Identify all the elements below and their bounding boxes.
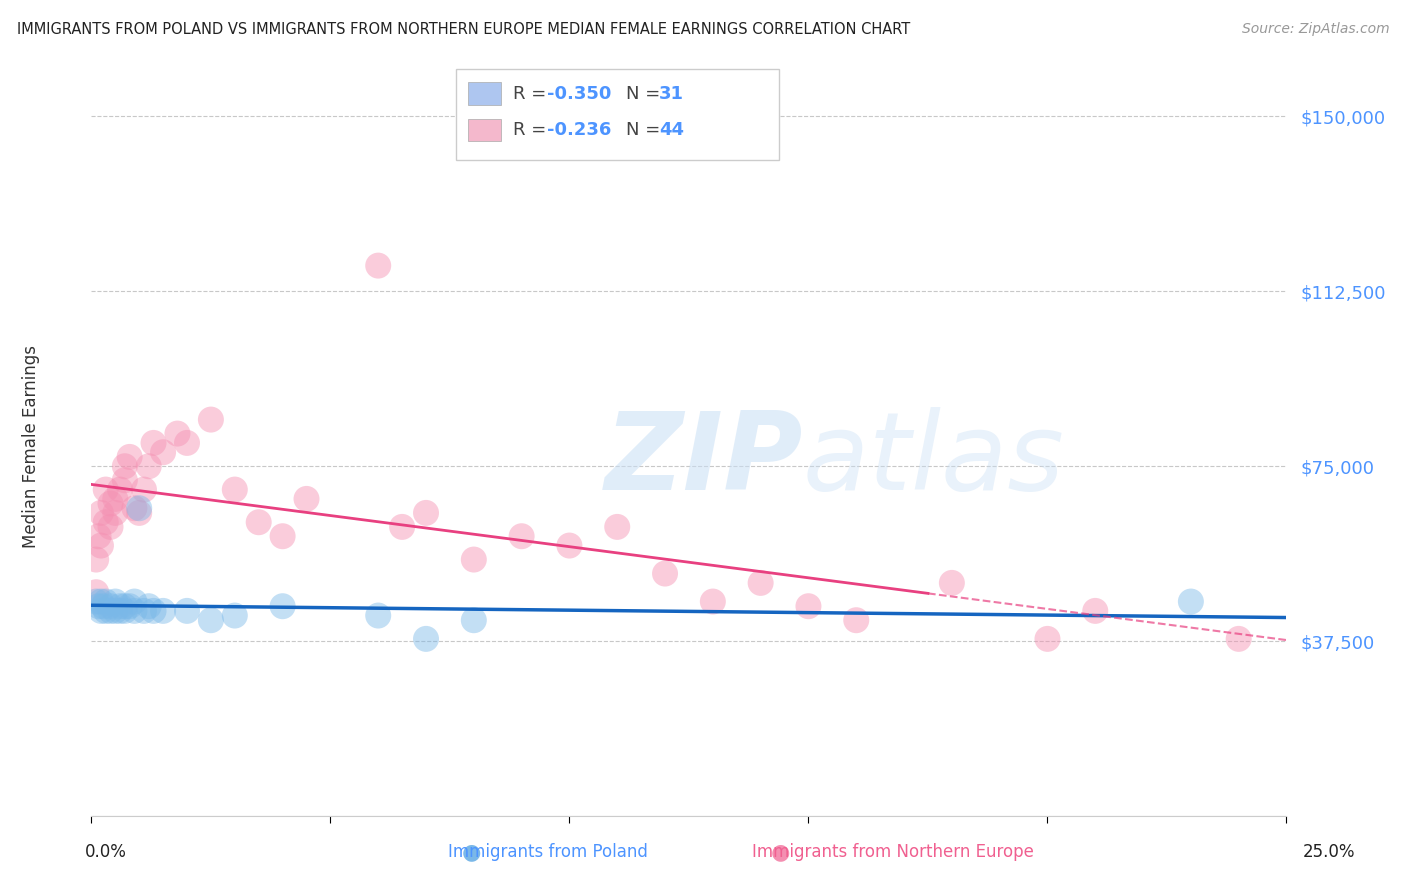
Text: -0.236: -0.236 bbox=[547, 121, 612, 139]
Point bbox=[132, 483, 155, 497]
Point bbox=[108, 599, 131, 614]
Text: ZIP: ZIP bbox=[605, 407, 804, 513]
FancyBboxPatch shape bbox=[468, 119, 502, 141]
Point bbox=[104, 491, 127, 506]
Text: 31: 31 bbox=[659, 85, 685, 103]
Text: atlas: atlas bbox=[803, 408, 1064, 512]
Point bbox=[271, 599, 294, 614]
Text: ●: ● bbox=[770, 842, 790, 862]
Point bbox=[224, 608, 246, 623]
Point bbox=[114, 459, 136, 474]
Text: 25.0%: 25.0% bbox=[1302, 843, 1355, 861]
Point bbox=[94, 594, 117, 608]
Point bbox=[104, 604, 127, 618]
Point bbox=[100, 599, 122, 614]
Point bbox=[94, 604, 117, 618]
Point bbox=[176, 604, 198, 618]
Point bbox=[702, 594, 724, 608]
Text: IMMIGRANTS FROM POLAND VS IMMIGRANTS FROM NORTHERN EUROPE MEDIAN FEMALE EARNINGS: IMMIGRANTS FROM POLAND VS IMMIGRANTS FRO… bbox=[17, 22, 910, 37]
Point bbox=[100, 520, 122, 534]
Point bbox=[200, 412, 222, 426]
Point bbox=[138, 459, 160, 474]
Point bbox=[124, 604, 146, 618]
Point bbox=[100, 497, 122, 511]
Point bbox=[132, 604, 155, 618]
FancyBboxPatch shape bbox=[468, 82, 502, 105]
Point bbox=[114, 473, 136, 487]
Text: 44: 44 bbox=[659, 121, 685, 139]
Point bbox=[90, 594, 112, 608]
Point bbox=[606, 520, 628, 534]
Point bbox=[90, 539, 112, 553]
Point bbox=[114, 599, 136, 614]
Point bbox=[142, 604, 165, 618]
Point bbox=[463, 613, 485, 627]
Point bbox=[90, 506, 112, 520]
Point bbox=[104, 506, 127, 520]
Point bbox=[90, 604, 112, 618]
Text: N =: N = bbox=[626, 121, 665, 139]
Point bbox=[152, 445, 174, 459]
Point bbox=[295, 491, 318, 506]
Text: -0.350: -0.350 bbox=[547, 85, 612, 103]
Text: R =: R = bbox=[513, 121, 553, 139]
Point bbox=[654, 566, 676, 581]
Point bbox=[128, 501, 150, 516]
Point bbox=[367, 608, 389, 623]
Point bbox=[84, 585, 107, 599]
Point bbox=[797, 599, 820, 614]
Point bbox=[128, 506, 150, 520]
Text: Immigrants from Northern Europe: Immigrants from Northern Europe bbox=[752, 843, 1033, 861]
Point bbox=[124, 594, 146, 608]
Text: ●: ● bbox=[461, 842, 481, 862]
Point bbox=[391, 520, 413, 534]
Point bbox=[152, 604, 174, 618]
Text: N =: N = bbox=[626, 85, 665, 103]
FancyBboxPatch shape bbox=[456, 70, 779, 161]
Point bbox=[510, 529, 533, 543]
Text: Immigrants from Poland: Immigrants from Poland bbox=[449, 843, 648, 861]
Point bbox=[138, 599, 160, 614]
Point bbox=[104, 594, 127, 608]
Point bbox=[84, 594, 107, 608]
Point bbox=[87, 599, 110, 614]
Point bbox=[142, 436, 165, 450]
Point bbox=[176, 436, 198, 450]
Text: 0.0%: 0.0% bbox=[84, 843, 127, 861]
Point bbox=[558, 539, 581, 553]
Point bbox=[224, 483, 246, 497]
Text: R =: R = bbox=[513, 85, 553, 103]
Point bbox=[166, 426, 188, 441]
Point bbox=[114, 604, 136, 618]
Point bbox=[415, 632, 437, 646]
Point bbox=[271, 529, 294, 543]
Point bbox=[415, 506, 437, 520]
Point bbox=[200, 613, 222, 627]
Point bbox=[247, 515, 270, 529]
Point bbox=[124, 501, 146, 516]
Point bbox=[749, 575, 772, 590]
Point bbox=[87, 529, 110, 543]
Point bbox=[941, 575, 963, 590]
Point bbox=[118, 450, 141, 464]
Point bbox=[94, 515, 117, 529]
Text: Median Female Earnings: Median Female Earnings bbox=[22, 344, 39, 548]
Point bbox=[463, 552, 485, 566]
Point bbox=[94, 483, 117, 497]
Point bbox=[1227, 632, 1250, 646]
Point bbox=[100, 604, 122, 618]
Point bbox=[1036, 632, 1059, 646]
Point bbox=[1084, 604, 1107, 618]
Point bbox=[118, 599, 141, 614]
Text: Source: ZipAtlas.com: Source: ZipAtlas.com bbox=[1241, 22, 1389, 37]
Point bbox=[93, 599, 114, 614]
Point bbox=[108, 604, 131, 618]
Point bbox=[845, 613, 868, 627]
Point bbox=[367, 259, 389, 273]
Point bbox=[108, 483, 131, 497]
Point bbox=[84, 552, 107, 566]
Point bbox=[1180, 594, 1202, 608]
